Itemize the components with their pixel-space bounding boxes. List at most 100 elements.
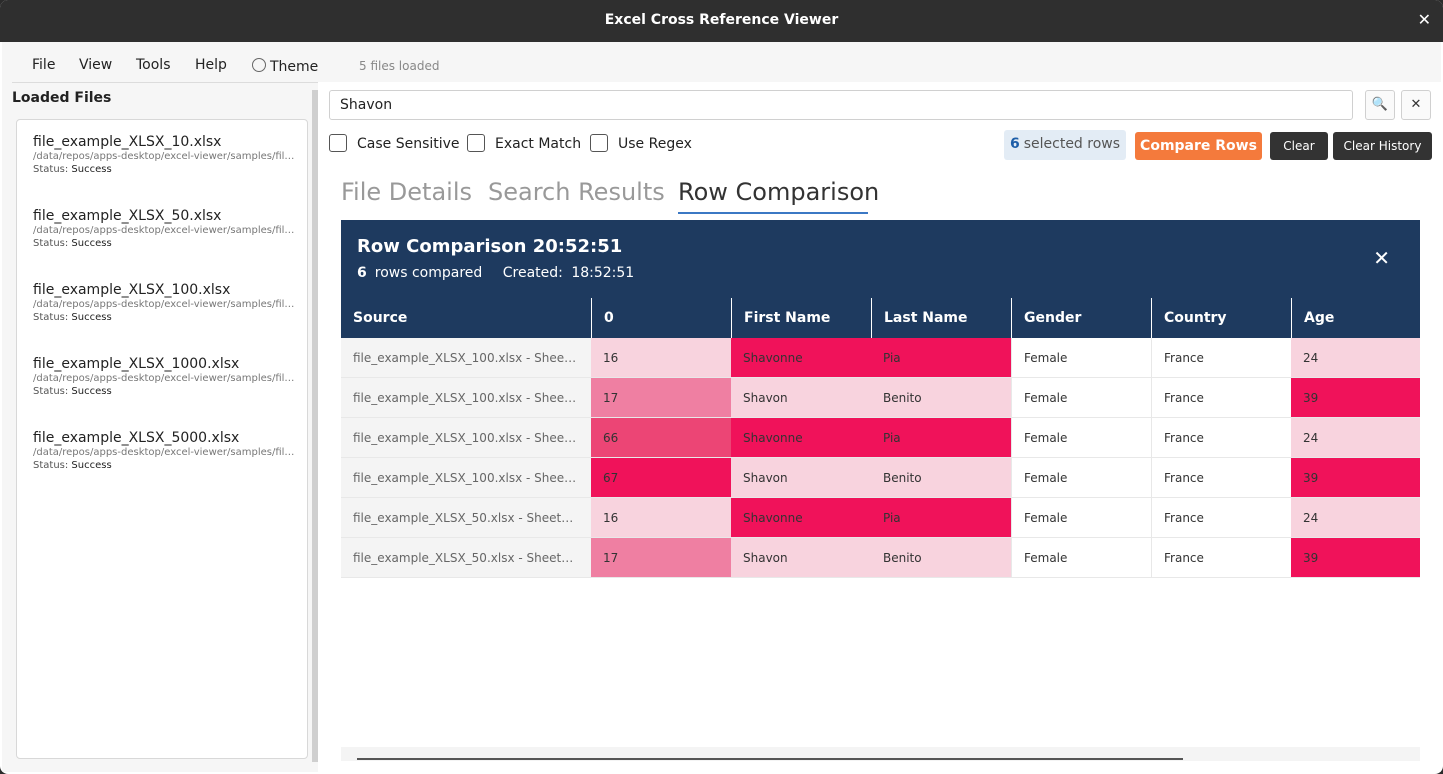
menu-bar: File View Tools Help Theme 5 files loade…: [12, 50, 1432, 83]
horizontal-scrollbar[interactable]: [341, 747, 1420, 761]
column-header-age[interactable]: Age: [1291, 298, 1420, 338]
column-header-first-name[interactable]: First Name: [731, 298, 871, 338]
table-cell: Shavonne: [731, 498, 871, 538]
clear-button[interactable]: Clear: [1270, 132, 1328, 160]
comparison-title: Row Comparison 20:52:51: [357, 236, 623, 257]
file-status-label: Status:: [33, 164, 69, 175]
menu-file[interactable]: File: [32, 57, 56, 73]
file-status: Status: Success: [33, 238, 295, 249]
table-cell: 39: [1291, 378, 1420, 418]
table-cell: France: [1151, 498, 1291, 538]
rows-compared-count: 6: [357, 265, 367, 281]
file-status-value: Success: [71, 386, 112, 397]
menu-view[interactable]: View: [79, 57, 113, 73]
search-input[interactable]: Shavon: [329, 90, 1353, 120]
table-cell: France: [1151, 338, 1291, 378]
file-path: /data/repos/apps-desktop/excel-viewer/sa…: [33, 151, 295, 162]
created-time: 18:52:51: [571, 265, 635, 281]
table-cell: Female: [1011, 418, 1151, 458]
table-cell: Shavon: [731, 458, 871, 498]
client-area: File View Tools Help Theme 5 files loade…: [2, 42, 1441, 772]
files-loaded-status: 5 files loaded: [359, 59, 440, 73]
file-item[interactable]: file_example_XLSX_100.xlsx /data/repos/a…: [33, 282, 295, 323]
table-cell: France: [1151, 538, 1291, 578]
file-name: file_example_XLSX_10.xlsx: [33, 134, 222, 150]
column-header-country[interactable]: Country: [1151, 298, 1291, 338]
clear-history-button[interactable]: Clear History: [1333, 132, 1432, 160]
source-cell: file_example_XLSX_100.xlsx - Sheet1 - Ro…: [341, 418, 591, 458]
table-cell: Female: [1011, 538, 1151, 578]
tab-row-comparison[interactable]: Row Comparison: [678, 178, 880, 206]
menu-help[interactable]: Help: [195, 57, 227, 73]
table-row[interactable]: file_example_XLSX_100.xlsx - Sheet1 - Ro…: [341, 378, 1420, 418]
table-cell: 39: [1291, 458, 1420, 498]
table-cell: Pia: [871, 498, 1011, 538]
column-header-source[interactable]: Source: [353, 310, 408, 326]
table-cell: 24: [1291, 418, 1420, 458]
table-cell: Female: [1011, 338, 1151, 378]
file-status-value: Success: [71, 164, 112, 175]
menu-theme[interactable]: Theme: [252, 57, 318, 75]
file-status-label: Status:: [33, 312, 69, 323]
table-cell: Shavon: [731, 538, 871, 578]
table-row[interactable]: file_example_XLSX_50.xlsx - Sheet1 - Row…: [341, 538, 1420, 578]
window-close-icon[interactable]: ✕: [1417, 10, 1431, 29]
tab-search-results[interactable]: Search Results: [488, 178, 665, 206]
close-comparison-icon[interactable]: ✕: [1373, 246, 1390, 270]
table-cell: Shavonne: [731, 418, 871, 458]
clear-search-icon[interactable]: ✕: [1401, 90, 1431, 120]
loaded-files-panel: Loaded Files file_example_XLSX_10.xlsx /…: [12, 90, 310, 770]
compare-rows-button[interactable]: Compare Rows: [1135, 132, 1262, 160]
table-cell: Female: [1011, 498, 1151, 538]
search-icon[interactable]: 🔍: [1365, 90, 1395, 120]
table-cell: Female: [1011, 458, 1151, 498]
table-row[interactable]: file_example_XLSX_100.xlsx - Sheet1 - Ro…: [341, 338, 1420, 378]
title-bar: Excel Cross Reference Viewer ✕: [0, 0, 1443, 42]
exact-match-label: Exact Match: [495, 136, 582, 152]
case-sensitive-checkbox[interactable]: [329, 134, 347, 152]
file-name: file_example_XLSX_5000.xlsx: [33, 430, 240, 446]
menu-theme-label: Theme: [270, 59, 319, 75]
table-cell: Shavonne: [731, 338, 871, 378]
table-cell: Benito: [871, 378, 1011, 418]
table-cell: 17: [591, 378, 731, 418]
file-item[interactable]: file_example_XLSX_1000.xlsx /data/repos/…: [33, 356, 295, 397]
file-status-value: Success: [71, 460, 112, 471]
table-cell: 17: [591, 538, 731, 578]
table-row[interactable]: file_example_XLSX_100.xlsx - Sheet1 - Ro…: [341, 458, 1420, 498]
column-header-gender[interactable]: Gender: [1011, 298, 1151, 338]
scrollbar-thumb[interactable]: [357, 758, 1183, 760]
file-name: file_example_XLSX_1000.xlsx: [33, 356, 240, 372]
file-item[interactable]: file_example_XLSX_5000.xlsx /data/repos/…: [33, 430, 295, 471]
file-status-label: Status:: [33, 238, 69, 249]
table-row[interactable]: file_example_XLSX_100.xlsx - Sheet1 - Ro…: [341, 418, 1420, 458]
loaded-files-title: Loaded Files: [12, 90, 112, 106]
palette-icon: [252, 58, 266, 72]
created-label: Created:: [502, 265, 563, 281]
table-cell: Pia: [871, 418, 1011, 458]
tab-file-details[interactable]: File Details: [341, 178, 472, 206]
file-path: /data/repos/apps-desktop/excel-viewer/sa…: [33, 299, 295, 310]
column-header-index[interactable]: 0: [591, 298, 731, 338]
table-cell: Shavon: [731, 378, 871, 418]
file-item[interactable]: file_example_XLSX_10.xlsx /data/repos/ap…: [33, 134, 295, 175]
active-tab-indicator: [678, 212, 868, 214]
menu-tools[interactable]: Tools: [136, 57, 171, 73]
use-regex-checkbox[interactable]: [590, 134, 608, 152]
table-cell: France: [1151, 458, 1291, 498]
file-status-label: Status:: [33, 460, 69, 471]
table-cell: 66: [591, 418, 731, 458]
table-row[interactable]: file_example_XLSX_50.xlsx - Sheet1 - Row…: [341, 498, 1420, 538]
file-item[interactable]: file_example_XLSX_50.xlsx /data/repos/ap…: [33, 208, 295, 249]
file-path: /data/repos/apps-desktop/excel-viewer/sa…: [33, 373, 295, 384]
table-cell: 16: [591, 338, 731, 378]
file-name: file_example_XLSX_100.xlsx: [33, 282, 231, 298]
file-status-value: Success: [71, 312, 112, 323]
file-status: Status: Success: [33, 312, 295, 323]
column-header-last-name[interactable]: Last Name: [871, 298, 1011, 338]
source-cell: file_example_XLSX_100.xlsx - Sheet1 - Ro…: [341, 338, 591, 378]
source-cell: file_example_XLSX_100.xlsx - Sheet1 - Ro…: [341, 458, 591, 498]
selected-count: 6: [1009, 136, 1020, 152]
panel-splitter[interactable]: [312, 90, 318, 762]
exact-match-checkbox[interactable]: [467, 134, 485, 152]
